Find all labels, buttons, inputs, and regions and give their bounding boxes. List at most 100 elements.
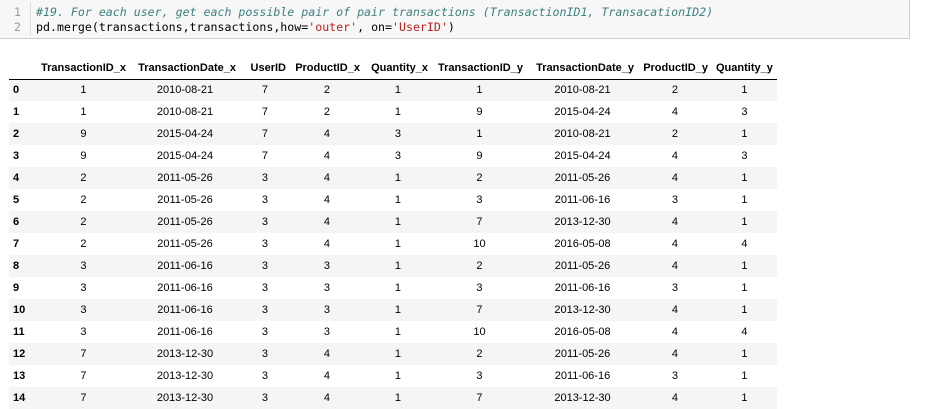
table-row: 3 9 2015-04-24 7 4 3 9 2015-04-24 4 3 <box>9 145 777 167</box>
code-cell[interactable]: 1 #19. For each user, get each possible p… <box>0 0 910 39</box>
header-row: TransactionID_x TransactionDate_x UserID… <box>9 57 777 80</box>
table-row: 9 3 2011-06-16 3 3 1 3 2011-06-16 3 1 <box>9 277 777 299</box>
table-cell: 4 <box>671 304 679 316</box>
table-cell: 2011-05-26 <box>157 238 213 250</box>
table-cell: 2 <box>671 128 679 140</box>
row-index: 2 <box>13 128 20 140</box>
table-cell: 4 <box>323 348 331 360</box>
table-cell: 2013-12-30 <box>554 304 611 316</box>
table-cell: 9 <box>80 128 87 140</box>
table-cell: 1 <box>741 128 748 140</box>
table-cell: 2 <box>476 348 483 360</box>
table-cell: 1 <box>394 194 402 206</box>
table-cell: 4 <box>323 150 331 162</box>
table-cell: 4 <box>671 172 679 184</box>
table-cell: 7 <box>261 84 269 97</box>
table-cell: 1 <box>394 260 402 272</box>
code-segment: pd.merge(transactions,transactions,how= <box>36 20 309 34</box>
table-cell: 3 <box>261 392 269 404</box>
table-cell: 3 <box>741 150 748 162</box>
table-cell: 7 <box>261 128 269 140</box>
column-header: TransactionDate_y <box>526 57 638 80</box>
table-cell: 2015-04-24 <box>156 128 214 140</box>
table-cell: 4 <box>671 392 679 404</box>
table-cell: 1 <box>80 84 87 97</box>
table-cell: 2015-04-24 <box>554 106 611 118</box>
table-cell: 2013-12-30 <box>156 370 214 382</box>
table-cell: 2013-12-30 <box>554 392 611 404</box>
table-cell: 3 <box>80 282 87 294</box>
table-cell: 3 <box>741 106 748 118</box>
table-cell: 9 <box>476 106 483 118</box>
table-cell: 1 <box>80 106 87 118</box>
table-cell: 2 <box>476 260 483 272</box>
table-cell: 1 <box>741 216 748 228</box>
table-cell: 2015-04-24 <box>156 150 214 162</box>
table-cell: 4 <box>671 150 679 162</box>
table-cell: 3 <box>476 370 483 382</box>
table-cell: 3 <box>261 370 269 382</box>
table-cell: 3 <box>80 260 87 272</box>
column-header: TransactionID_x <box>37 57 130 80</box>
table-cell: 7 <box>80 348 87 360</box>
table-cell: 10 <box>473 238 486 250</box>
table-cell: 1 <box>394 84 402 97</box>
table-cell: 1 <box>741 370 748 382</box>
table-cell: 2 <box>80 194 87 206</box>
table-cell: 2 <box>80 172 87 184</box>
column-header: Quantity_y <box>711 57 777 80</box>
table-cell: 3 <box>80 326 87 338</box>
row-index: 14 <box>13 392 26 404</box>
table-cell: 4 <box>741 326 748 338</box>
table-cell: 1 <box>394 326 402 338</box>
table-cell: 7 <box>80 392 87 404</box>
index-header <box>9 57 37 80</box>
table-cell: 1 <box>394 282 402 294</box>
table-cell: 1 <box>741 172 748 184</box>
table-cell: 2010-08-21 <box>554 128 611 140</box>
table-cell: 2013-12-30 <box>554 216 611 228</box>
table-cell: 10 <box>473 326 486 338</box>
table-cell: 2011-05-26 <box>554 348 611 360</box>
table-cell: 1 <box>394 238 402 250</box>
table-cell: 3 <box>261 348 269 360</box>
table-cell: 2016-05-08 <box>554 238 611 250</box>
row-index: 13 <box>13 370 26 382</box>
row-index: 7 <box>13 238 20 250</box>
table-cell: 2011-06-16 <box>554 282 611 294</box>
table-cell: 2016-05-08 <box>554 326 611 338</box>
table-cell: 7 <box>476 304 483 316</box>
table-cell: 1 <box>741 282 748 294</box>
row-index: 9 <box>13 282 20 294</box>
table-cell: 3 <box>476 194 483 206</box>
table-cell: 3 <box>261 304 269 316</box>
table-cell: 1 <box>394 216 402 228</box>
table-cell: 1 <box>394 106 402 118</box>
code-string: 'UserID' <box>392 20 448 34</box>
table-cell: 2011-05-26 <box>157 172 213 184</box>
column-header: Quantity_x <box>363 57 432 80</box>
table-cell: 3 <box>323 282 331 294</box>
table-row: 5 2 2011-05-26 3 4 1 3 2011-06-16 3 1 <box>9 189 777 211</box>
table-cell: 3 <box>261 194 269 206</box>
table-cell: 1 <box>394 348 402 360</box>
table-cell: 2011-06-16 <box>157 326 213 338</box>
table-cell: 4 <box>671 348 679 360</box>
table-cell: 2 <box>80 238 87 250</box>
table-cell: 3 <box>261 172 269 184</box>
table-cell: 2013-12-30 <box>156 392 214 404</box>
table-cell: 2011-06-16 <box>157 260 213 272</box>
column-header: TransactionID_y <box>431 57 527 80</box>
table-cell: 4 <box>671 238 679 250</box>
column-header: ProductID_y <box>637 57 712 80</box>
table-row: 6 2 2011-05-26 3 4 1 7 2013-12-30 4 1 <box>9 211 777 233</box>
table-cell: 3 <box>671 282 679 294</box>
table-row: 11 3 2011-06-16 3 3 1 10 2016-05-08 4 4 <box>9 321 777 343</box>
table-cell: 4 <box>323 194 331 206</box>
line-number: 2 <box>14 20 21 34</box>
code-line-2: 2 pd.merge(transactions,transactions,how=… <box>0 20 455 34</box>
table-cell: 2015-04-24 <box>554 150 611 162</box>
table-cell: 9 <box>476 150 483 162</box>
table-cell: 2010-08-21 <box>156 84 214 97</box>
table-cell: 1 <box>394 304 402 316</box>
